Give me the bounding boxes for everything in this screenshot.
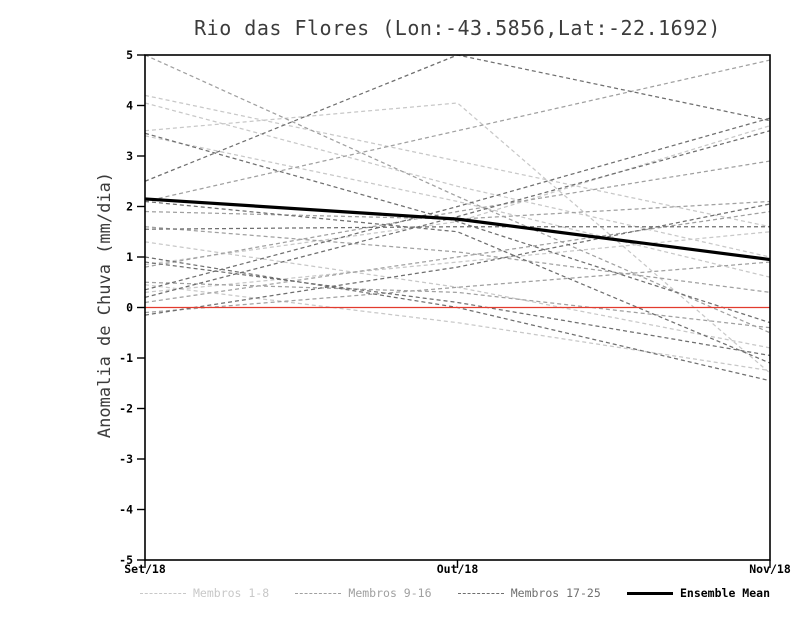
legend-label-membros-17-25: Membros 17-25 <box>510 586 601 600</box>
legend-line-sample-ensemble-mean <box>626 591 673 595</box>
x-tick-label: Nov/18 <box>749 562 791 576</box>
legend-item-membros-9-16: Membros 9-16 <box>295 586 432 600</box>
member-line-group-1 <box>144 125 771 266</box>
member-line-group-1 <box>144 231 771 293</box>
legend-item-membros-1-8: Membros 1-8 <box>140 586 269 600</box>
member-line-group-3 <box>144 200 771 364</box>
legend-item-membros-17-25: Membros 17-25 <box>457 586 601 600</box>
chart-legend: Membros 1-8 Membros 9-16 Membros 17-25 E… <box>140 586 770 600</box>
legend-line-sample-membros-17-25 <box>457 592 504 594</box>
member-line-group-1 <box>144 241 771 349</box>
member-line-group-3 <box>144 117 771 291</box>
legend-label-membros-1-8: Membros 1-8 <box>193 586 270 600</box>
y-tick-label: 4 <box>126 99 133 113</box>
member-line-group-1 <box>144 102 771 374</box>
member-line-group-3 <box>144 130 771 299</box>
legend-item-ensemble-mean: Ensemble Mean <box>626 586 770 600</box>
legend-label-membros-9-16: Membros 9-16 <box>348 586 432 600</box>
member-line-group-1 <box>144 102 771 258</box>
member-line-group-2 <box>144 160 771 268</box>
legend-line-sample-membros-9-16 <box>295 592 342 594</box>
y-tick-label: -4 <box>119 503 133 517</box>
member-line-group-3 <box>144 203 771 316</box>
member-line-group-2 <box>144 59 771 203</box>
y-tick-label: 2 <box>126 200 133 214</box>
y-tick-label: -5 <box>119 553 133 567</box>
member-line-group-3 <box>144 256 771 382</box>
y-tick-label: 3 <box>126 149 133 163</box>
member-line-group-1 <box>144 284 771 372</box>
member-line-group-2 <box>144 200 771 220</box>
y-tick-label: 1 <box>126 250 133 264</box>
ensemble-mean-line <box>144 197 771 262</box>
x-tick-label: Set/18 <box>124 562 166 576</box>
member-line-group-2 <box>144 54 771 334</box>
y-tick-label: -1 <box>119 351 133 365</box>
member-line-group-3 <box>144 54 771 182</box>
member-line-group-1 <box>144 94 771 228</box>
y-tick-label: 5 <box>126 48 133 62</box>
member-line-group-3 <box>144 226 770 230</box>
y-tick-label: 0 <box>126 301 133 315</box>
member-line-group-3 <box>144 132 771 324</box>
y-tick-label: -3 <box>119 452 133 466</box>
x-tick-label: Out/18 <box>437 562 479 576</box>
member-line-group-2 <box>144 226 771 293</box>
member-line-group-2 <box>144 210 771 304</box>
chart-title: Rio das Flores (Lon:-43.5856,Lat:-22.169… <box>194 16 721 40</box>
member-line-group-3 <box>144 261 771 357</box>
y-tick-label: -2 <box>119 402 133 416</box>
legend-line-sample-membros-1-8 <box>140 592 186 594</box>
member-line-group-1 <box>144 135 771 278</box>
legend-label-ensemble-mean: Ensemble Mean <box>679 586 770 600</box>
